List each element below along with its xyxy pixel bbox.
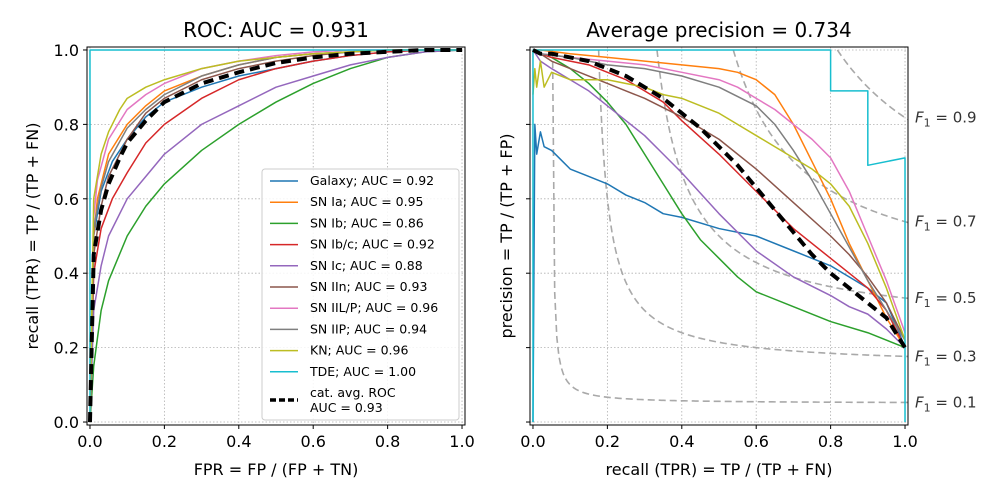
series-line-5: [532, 49, 906, 341]
legend-box: [261, 168, 460, 421]
iso-f1-label: F1 = 0.1F_1 = 0.1: [915, 393, 977, 414]
legend-entry: TDE; AUC = 1.00: [309, 364, 416, 379]
iso-f1-label-symbol: F: [915, 393, 924, 411]
series-line-10: [532, 48, 907, 349]
precision-recall-panel: F1 = 0.1F_1 = 0.1F1 = 0.3F_1 = 0.3F1 = 0…: [497, 18, 977, 479]
legend-entry-line: Galaxy; AUC = 0.92: [310, 173, 434, 188]
legend: Galaxy; AUC = 0.92 SN Ia; AUC = 0.95 SN Ib…: [261, 168, 460, 421]
legend-entry: SN Ia; AUC = 0.95: [310, 194, 423, 209]
roc-panel: 0.00.0 0.2 0.2 0.4 0.4 0.6 0.6 0.8 0.8 1.0 1.0 ROC:…: [23, 18, 475, 479]
x-tick-label: 1.0: [449, 432, 474, 451]
x-tick-label: 0.6: [300, 432, 325, 451]
legend-entry: SN IIL/P; AUC = 0.96: [310, 300, 438, 315]
x-tick-label: 0.4: [669, 432, 694, 451]
x-tick-label: 0.0: [77, 432, 102, 451]
iso-f1-label-subscript: 1: [924, 117, 931, 130]
iso-f1-label-symbol: F: [915, 289, 924, 307]
legend-entry: Galaxy; AUC = 0.92: [310, 173, 434, 188]
series-line-1: [532, 49, 906, 349]
legend-entry: SN Ic; AUC = 0.88: [310, 258, 423, 273]
y-tick-label: 0.0: [54, 413, 79, 432]
legend-entry: SN IIP; AUC = 0.94: [310, 321, 427, 336]
iso-f1-label-symbol: F: [915, 109, 924, 127]
iso-f1-label: F1 = 0.3F_1 = 0.3: [915, 347, 977, 368]
series-line-3: [532, 49, 906, 348]
legend-entry-line: TDE; AUC = 1.00: [309, 364, 416, 379]
grid: [87, 47, 465, 425]
x-tick-label: 0.2: [595, 432, 620, 451]
legend-entry-line: SN Ia; AUC = 0.95: [310, 194, 423, 209]
legend-entry-line: SN Ib/c; AUC = 0.92: [310, 237, 435, 252]
series-line-9: [532, 49, 906, 423]
x-tick-label: 0.6: [743, 432, 768, 451]
y-tick-label: 0.4: [54, 264, 79, 283]
axes-frame: [529, 46, 909, 426]
series-line-10: [87, 47, 463, 423]
x-tick-label: 0.0: [520, 432, 545, 451]
iso-f1-curve: [836, 49, 908, 121]
x-tick-label: 0.4: [226, 432, 251, 451]
y-tick-label: 0.2: [54, 339, 79, 358]
plot-lines: [532, 48, 908, 423]
iso-f1-label: F1 = 0.9F_1 = 0.9: [915, 109, 977, 130]
legend-entry: SN IIn; AUC = 0.93: [310, 279, 427, 294]
series-line-2: [89, 49, 463, 423]
iso-f1-label-subscript: 1: [924, 401, 931, 414]
series-line-3: [89, 49, 463, 423]
x-tick-label: 0.2: [152, 432, 177, 451]
iso-f1-label-value: = 0.3: [931, 347, 977, 365]
x-tick-label: 0.8: [818, 432, 843, 451]
series-line-8: [89, 49, 463, 423]
legend-entry-line: AUC = 0.93: [310, 400, 383, 415]
iso-f1-label-value: = 0.7: [931, 213, 977, 231]
iso-f1-label: F1 = 0.7F_1 = 0.7: [915, 213, 977, 234]
iso-f1-curve: [597, 49, 908, 358]
y-axis-label: precision = TP / (TP + FP): [497, 133, 516, 338]
legend-entry: SN Ib; AUC = 0.86: [310, 215, 424, 230]
iso-f1-label-symbol: F: [915, 213, 924, 231]
iso-f1-curve: [732, 49, 908, 224]
series-line-4: [89, 49, 463, 423]
axes-frame: [86, 46, 466, 426]
iso-f1-curve: [656, 49, 908, 300]
iso-f1-label: F1 = 0.5F_1 = 0.5: [915, 289, 977, 310]
legend-entry-line: SN Ic; AUC = 0.88: [310, 258, 423, 273]
x-axis-label: FPR = FP / (FP + TN): [194, 460, 359, 479]
legend-entry: KN; AUC = 0.96: [310, 343, 408, 358]
series-line-0: [532, 123, 906, 423]
y-tick-label: 1.0: [54, 41, 79, 60]
legend-entry: cat. avg. ROC AUC = 0.93: [310, 385, 396, 415]
iso-f1-label-subscript: 1: [924, 355, 931, 368]
y-axis-label: recall (TPR) = TP / (TP + FN): [23, 123, 42, 350]
iso-f1-label-subscript: 1: [924, 221, 931, 234]
plot-lines: [87, 47, 463, 423]
iso-f1-label-subscript: 1: [924, 297, 931, 310]
x-tick-label: 0.8: [375, 432, 400, 451]
y-tick-label: 0.8: [54, 115, 79, 134]
chart-title: Average precision = 0.734: [586, 18, 851, 42]
legend-entry-line: cat. avg. ROC: [310, 385, 396, 400]
series-line-9: [89, 49, 463, 423]
x-axis-label: recall (TPR) = TP / (TP + FN): [606, 460, 833, 479]
legend-entry-line: SN Ib; AUC = 0.86: [310, 215, 424, 230]
legend-entry: SN Ib/c; AUC = 0.92: [310, 237, 435, 252]
iso-f1-label-symbol: F: [915, 347, 924, 365]
iso-f1-label-value: = 0.9: [931, 109, 977, 127]
y-tick-label: 0.6: [54, 190, 79, 209]
x-tick-label: 1.0: [892, 432, 917, 451]
chart-title: ROC: AUC = 0.931: [183, 18, 369, 42]
legend-entry-line: SN IIP; AUC = 0.94: [310, 321, 427, 336]
series-line-6: [532, 49, 906, 333]
legend-entry-line: SN IIL/P; AUC = 0.96: [310, 300, 438, 315]
legend-entry-line: SN IIn; AUC = 0.93: [310, 279, 427, 294]
legend-entry-line: KN; AUC = 0.96: [310, 343, 408, 358]
iso-f1-label-value: = 0.5: [931, 289, 977, 307]
iso-f1-label-value: = 0.1: [931, 393, 977, 411]
